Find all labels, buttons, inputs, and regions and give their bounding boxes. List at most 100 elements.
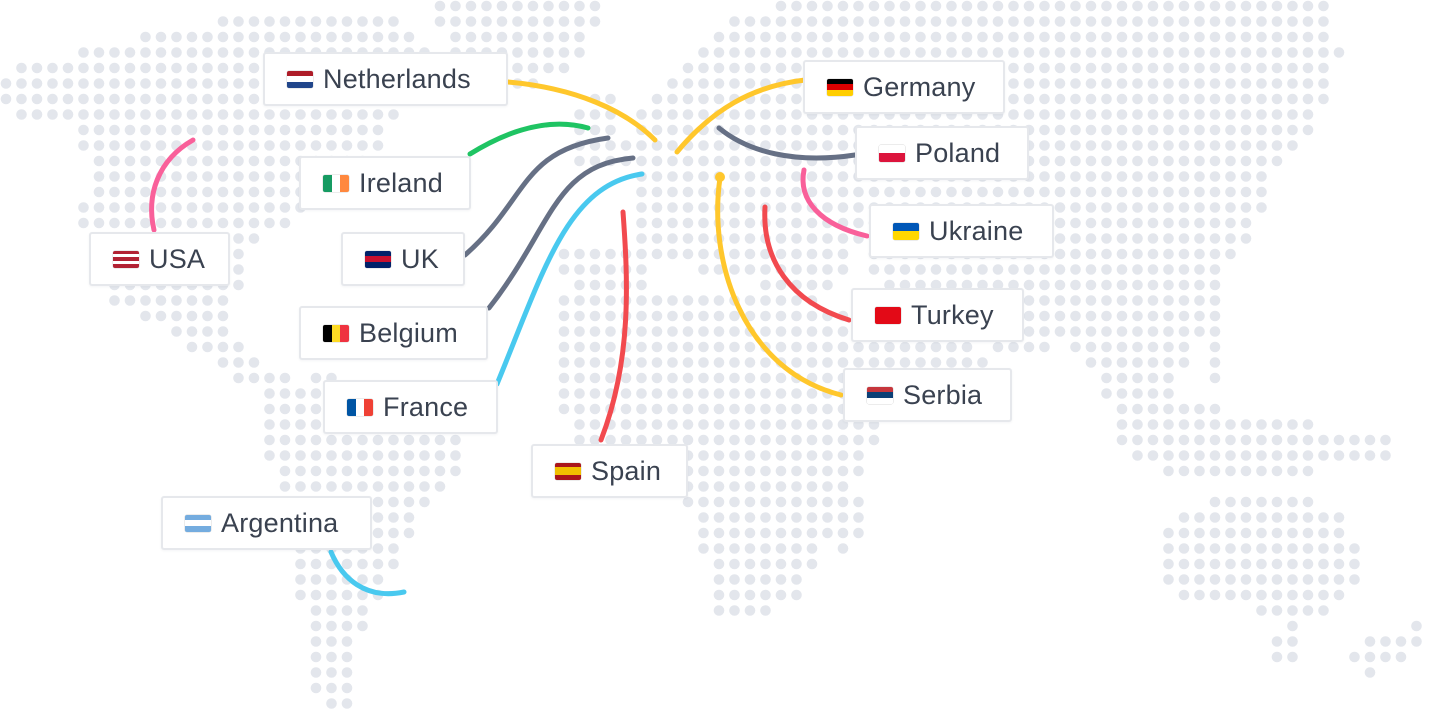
map-dot bbox=[1256, 0, 1267, 12]
map-dot bbox=[558, 357, 570, 368]
country-tag-ireland[interactable]: Ireland bbox=[299, 156, 471, 210]
map-dot bbox=[651, 372, 663, 384]
country-tag-germany[interactable]: Germany bbox=[803, 60, 1005, 114]
map-dot bbox=[574, 341, 585, 353]
map-dot bbox=[806, 512, 818, 523]
map-dot bbox=[713, 496, 725, 508]
country-tag-uk[interactable]: UK bbox=[341, 232, 465, 286]
map-dot bbox=[667, 186, 678, 198]
country-label: Netherlands bbox=[323, 63, 471, 94]
map-dot bbox=[1240, 233, 1252, 244]
map-dot bbox=[1256, 589, 1267, 601]
map-dot bbox=[884, 279, 895, 291]
map-dot bbox=[868, 47, 880, 58]
map-dot bbox=[186, 62, 198, 74]
map-dot bbox=[1023, 186, 1035, 198]
country-tag-poland[interactable]: Poland bbox=[855, 126, 1029, 180]
map-dot bbox=[1209, 496, 1221, 508]
map-dot bbox=[837, 0, 849, 12]
country-tag-belgium[interactable]: Belgium bbox=[299, 306, 488, 360]
map-dot bbox=[1116, 279, 1128, 291]
map-dot bbox=[1178, 78, 1190, 89]
country-tag-usa[interactable]: USA bbox=[89, 232, 230, 286]
map-dot bbox=[1240, 217, 1252, 229]
map-dot bbox=[109, 171, 120, 182]
map-dot bbox=[310, 109, 322, 120]
map-dot bbox=[155, 186, 167, 198]
map-dot bbox=[1085, 279, 1097, 291]
map-dot bbox=[140, 217, 151, 229]
map-dot bbox=[326, 574, 337, 585]
map-dot bbox=[1070, 109, 1081, 120]
map-dot bbox=[372, 140, 384, 151]
map-dot bbox=[527, 0, 539, 12]
map-dot bbox=[930, 279, 942, 291]
map-dot bbox=[1287, 124, 1298, 136]
map-dot bbox=[1287, 527, 1298, 539]
country-tag-serbia[interactable]: Serbia bbox=[843, 368, 1012, 422]
map-dot bbox=[1178, 357, 1190, 368]
map-dot bbox=[1070, 248, 1081, 260]
map-dot bbox=[1101, 233, 1112, 244]
map-dot bbox=[1194, 465, 1205, 477]
map-dot bbox=[1054, 295, 1066, 306]
map-dot bbox=[527, 62, 539, 74]
map-dot bbox=[775, 434, 787, 446]
map-dot bbox=[682, 326, 694, 337]
map-dot bbox=[1085, 326, 1097, 337]
map-dot bbox=[1163, 109, 1174, 120]
country-tag-netherlands[interactable]: Netherlands bbox=[263, 52, 508, 106]
map-dot bbox=[1225, 527, 1236, 539]
country-tag-france[interactable]: France bbox=[323, 380, 498, 434]
map-dot bbox=[543, 16, 554, 27]
map-dot bbox=[1271, 62, 1283, 74]
map-dot bbox=[202, 186, 213, 198]
map-dot bbox=[651, 155, 663, 167]
map-dot bbox=[202, 202, 213, 213]
map-dot bbox=[1318, 31, 1329, 43]
map-dot bbox=[1008, 186, 1019, 198]
map-dot bbox=[419, 481, 430, 492]
map-dot bbox=[1101, 357, 1112, 368]
map-dot bbox=[1209, 140, 1221, 151]
map-dot bbox=[295, 140, 306, 151]
country-tag-turkey[interactable]: Turkey bbox=[851, 288, 1024, 342]
map-dot bbox=[1209, 155, 1221, 167]
map-dot bbox=[1070, 326, 1081, 337]
map-dot bbox=[791, 574, 802, 585]
map-dot bbox=[1395, 636, 1407, 647]
map-dot bbox=[775, 62, 787, 74]
map-dot bbox=[791, 558, 802, 570]
map-dot bbox=[682, 248, 694, 260]
map-dot bbox=[1132, 217, 1143, 229]
map-dot bbox=[667, 155, 678, 167]
map-dot bbox=[1240, 419, 1252, 430]
map-dot bbox=[1194, 109, 1205, 120]
map-dot bbox=[1132, 264, 1143, 275]
map-dot bbox=[791, 341, 802, 353]
map-dot bbox=[1101, 93, 1112, 105]
map-dot bbox=[760, 372, 771, 384]
country-label: Turkey bbox=[911, 299, 994, 330]
map-dot bbox=[1070, 202, 1081, 213]
map-dot bbox=[124, 171, 136, 182]
country-tag-argentina[interactable]: Argentina bbox=[161, 496, 372, 550]
map-dot bbox=[698, 62, 709, 74]
map-dot bbox=[1271, 109, 1283, 120]
country-label: Serbia bbox=[903, 379, 983, 410]
map-dot bbox=[1147, 434, 1159, 446]
country-tag-spain[interactable]: Spain bbox=[531, 444, 688, 498]
map-dot bbox=[310, 434, 322, 446]
map-dot bbox=[388, 109, 399, 120]
map-dot bbox=[1225, 202, 1236, 213]
map-dot bbox=[682, 186, 694, 198]
map-dot bbox=[279, 186, 291, 198]
map-dot bbox=[1163, 264, 1174, 275]
country-tag-ukraine[interactable]: Ukraine bbox=[869, 204, 1054, 258]
map-dot bbox=[636, 279, 647, 291]
map-dot bbox=[1054, 326, 1066, 337]
map-dot bbox=[744, 450, 756, 461]
map-dot bbox=[899, 264, 911, 275]
map-dot bbox=[1271, 155, 1283, 167]
map-dot bbox=[1333, 512, 1345, 523]
